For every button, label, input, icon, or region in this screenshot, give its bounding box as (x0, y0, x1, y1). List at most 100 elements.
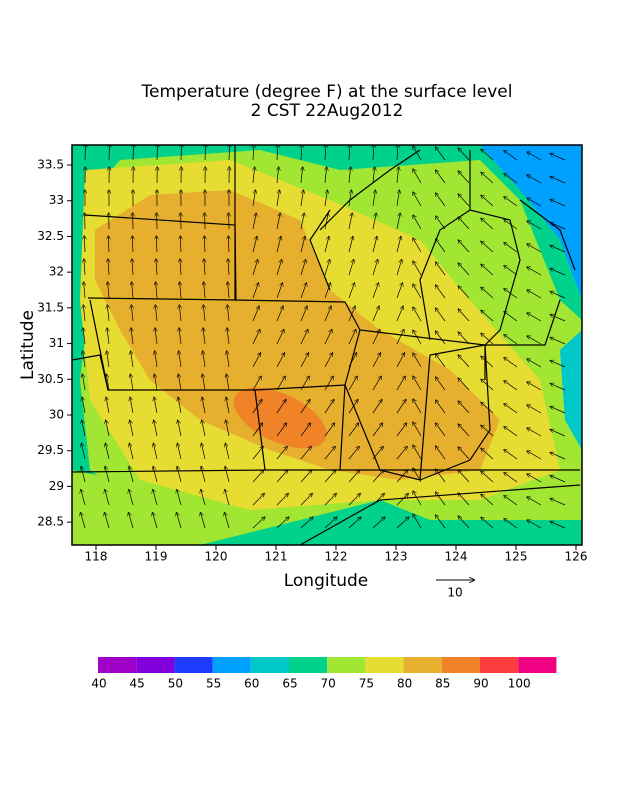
y-tick-label: 33.5 (37, 158, 64, 172)
wind-arrow (397, 145, 398, 161)
wind-arrow (133, 145, 134, 161)
wind-arrow (105, 443, 110, 460)
wind-arrow (226, 420, 230, 437)
wind-arrow (458, 171, 470, 184)
wind-arrow (481, 471, 494, 483)
wind-arrow (253, 145, 254, 161)
wind-arrow (458, 447, 470, 460)
wind-arrow (253, 167, 255, 184)
wind-arrow (396, 260, 402, 276)
wind-arrow (179, 351, 182, 368)
x-tick-label: 123 (385, 550, 408, 564)
y-tick-label: 29.5 (37, 443, 64, 457)
wind-arrow (108, 282, 109, 299)
wind-arrow (413, 422, 422, 437)
colorbar-swatch (98, 657, 137, 673)
wind-arrow (373, 145, 374, 161)
wind-arrow (226, 397, 230, 414)
wind-arrow (458, 240, 470, 253)
wind-arrow (436, 400, 446, 414)
wind-arrow (225, 490, 230, 506)
x-axis-label: Longitude (284, 571, 369, 591)
wind-arrow (82, 420, 86, 437)
wind-arrow (550, 269, 566, 276)
wind-arrow (348, 306, 355, 322)
wind-arrow (300, 494, 312, 506)
wind-arrow (227, 305, 229, 322)
wind-arrow (106, 420, 110, 437)
colorbar-swatch (212, 657, 251, 673)
wind-arrow (527, 474, 542, 483)
wind-arrow (481, 448, 494, 460)
wind-arrow (153, 443, 158, 460)
wind-arrow (276, 306, 283, 322)
wind-arrow (436, 492, 446, 506)
wind-arrow (300, 236, 305, 253)
wind-arrow (129, 443, 134, 460)
wind-arrow (252, 470, 264, 483)
wind-arrow (436, 216, 446, 230)
wind-arrow (413, 514, 422, 529)
wind-arrow (527, 198, 542, 207)
wind-arrow (227, 351, 230, 368)
wind-arrow (527, 244, 542, 253)
wind-arrow (348, 330, 356, 345)
y-tick-label: 32.5 (37, 229, 64, 243)
wind-arrow (132, 259, 133, 276)
wind-arrow (550, 315, 566, 322)
wind-arrow (205, 145, 206, 161)
colorbar-label: 50 (168, 677, 183, 691)
wind-arrow (348, 353, 357, 368)
wind-arrow (202, 420, 206, 437)
wind-arrow (396, 353, 405, 368)
wind-arrow (324, 213, 328, 230)
wind-arrow (201, 443, 206, 460)
wind-arrow (436, 515, 446, 529)
wind-arrow (300, 260, 306, 276)
reference-vector-label: 10 (447, 586, 462, 600)
colorbar-swatch (174, 657, 213, 673)
wind-arrow (301, 167, 303, 184)
wind-arrow (504, 335, 518, 345)
wind-arrow (176, 513, 182, 529)
wind-arrow (324, 353, 333, 368)
wind-arrow (436, 354, 446, 368)
wind-arrow (131, 328, 133, 345)
wind-arrow (396, 447, 407, 460)
wind-arrow (227, 328, 229, 345)
wind-arrow (300, 470, 312, 483)
wind-arrow (252, 190, 255, 207)
wind-arrow (413, 353, 422, 368)
wind-arrow (276, 330, 284, 345)
wind-arrow (228, 236, 229, 253)
colorbar-swatch (365, 657, 404, 673)
wind-arrow (105, 490, 110, 506)
wind-arrow (504, 358, 518, 368)
wind-arrow (396, 306, 403, 322)
wind-arrow (550, 177, 566, 184)
wind-arrow (252, 353, 261, 368)
wind-arrow (109, 145, 110, 161)
wind-arrow (276, 400, 286, 414)
wind-arrow (481, 264, 494, 276)
wind-arrow (276, 376, 285, 391)
wind-arrow (178, 374, 182, 391)
wind-arrow (300, 447, 311, 460)
wind-arrow (504, 312, 518, 322)
wind-arrow (276, 447, 287, 460)
wind-arrow (372, 283, 378, 299)
wind-arrow (128, 513, 134, 529)
wind-arrow (481, 172, 494, 184)
wind-arrow (481, 333, 494, 345)
wind-arrow (154, 397, 158, 414)
wind-arrow (396, 517, 409, 529)
wind-arrow (550, 200, 566, 207)
y-tick-label: 28.5 (37, 515, 64, 529)
colorbar-swatch (441, 657, 480, 673)
y-tick-label: 33 (49, 193, 64, 207)
wind-arrow (131, 351, 134, 368)
wind-arrow (178, 420, 182, 437)
wind-arrow (372, 423, 382, 437)
wind-arrow (324, 470, 336, 483)
wind-arrow (527, 359, 542, 368)
